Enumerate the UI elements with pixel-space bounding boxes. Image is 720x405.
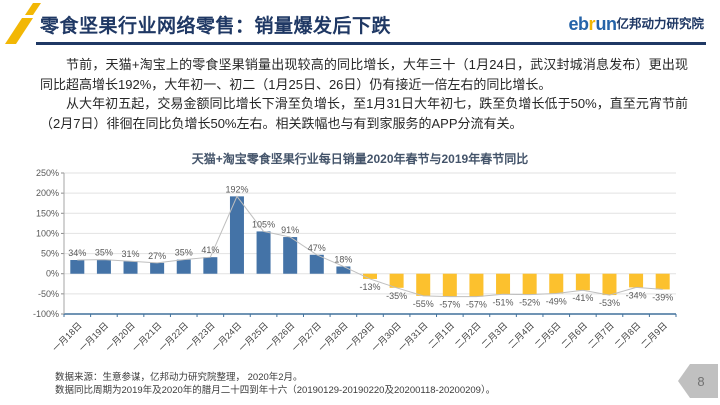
- x-axis-label: 二月9日: [639, 320, 669, 350]
- x-axis-label: 二月2日: [453, 320, 483, 350]
- paragraph-2: 从大年初五起，交易金额同比增长下滑至负增长，至1月31日大年初七，跌至负增长低于…: [40, 96, 688, 131]
- bar: [176, 259, 191, 274]
- y-tick-label: 100%: [36, 228, 59, 238]
- bar-value-label: 41%: [201, 245, 219, 255]
- bar: [96, 259, 111, 274]
- bar: [389, 273, 404, 288]
- bar: [256, 231, 271, 274]
- logo-text-un: un: [595, 14, 617, 34]
- trend-line: [77, 195, 663, 298]
- bar: [655, 273, 670, 290]
- bar-value-label: -34%: [626, 290, 647, 300]
- footnotes: 数据来源：生意参谋，亿邦动力研究院整理， 2020年2月。 数据同比周期为201…: [55, 372, 495, 397]
- chart-title: 天猫+淘宝零食坚果行业每日销量2020年春节与2019年春节同比: [191, 152, 529, 166]
- bar: [123, 261, 138, 274]
- bar: [522, 273, 537, 295]
- bar-value-label: -35%: [386, 291, 407, 301]
- bar: [496, 273, 511, 295]
- bar: [363, 273, 377, 279]
- bar: [442, 273, 457, 297]
- bar-value-label: 18%: [334, 254, 352, 264]
- bar-value-label: -57%: [466, 300, 487, 310]
- ebrun-logo: ebrun亿邦动力研究院: [568, 13, 704, 35]
- bar-value-label: 192%: [225, 184, 248, 194]
- bar-value-label: -51%: [493, 297, 514, 307]
- bar: [336, 266, 351, 274]
- bar-value-label: -39%: [652, 292, 673, 302]
- y-tick-label: -50%: [38, 289, 59, 299]
- bar-value-label: 47%: [308, 243, 326, 253]
- x-axis-label: 二月5日: [533, 320, 563, 350]
- paragraph-1: 节前，天猫+淘宝上的零食坚果销量出现较高的同比增长，大年三十（1月24日，武汉封…: [40, 57, 688, 92]
- bar-value-label: -53%: [599, 298, 620, 308]
- y-tick-label: 0%: [46, 269, 59, 279]
- y-tick-label: -100%: [33, 309, 59, 319]
- bar: [549, 273, 564, 294]
- x-axis-label: 二月1日: [427, 320, 457, 350]
- page-title: 零食坚果行业网络零售：销量爆发后下跌: [40, 16, 392, 37]
- y-tick-label: 200%: [36, 188, 59, 198]
- sales-bar-chart: 250%200%150%100%50%0%-50%-100%34%一月18日35…: [33, 168, 677, 354]
- x-axis-label: 一月31日: [396, 320, 429, 353]
- y-tick-label: 150%: [36, 208, 59, 218]
- bar-value-label: -52%: [519, 298, 540, 308]
- bar: [203, 257, 218, 274]
- bar: [229, 196, 244, 274]
- bar-value-label: 91%: [281, 225, 299, 235]
- bar: [70, 260, 85, 274]
- page-number: 8: [697, 373, 705, 389]
- x-axis-label: 二月4日: [506, 320, 536, 350]
- x-axis-label: 二月3日: [480, 320, 510, 350]
- bar-value-label: -13%: [359, 282, 380, 292]
- logo-suffix: 亿邦动力研究院: [616, 17, 704, 31]
- bar-value-label: 31%: [122, 249, 140, 259]
- yellow-slash-icon: [5, 3, 41, 44]
- x-axis-label: 二月8日: [613, 320, 643, 350]
- title-divider: [36, 42, 706, 45]
- bar-value-label: -55%: [413, 299, 434, 309]
- bar-value-label: -41%: [572, 293, 593, 303]
- bar: [150, 262, 165, 274]
- logo-text-eb: eb: [568, 14, 589, 34]
- bar: [629, 273, 644, 288]
- bar-value-label: -49%: [546, 296, 567, 306]
- bar-value-label: 105%: [252, 219, 275, 229]
- bar: [416, 273, 431, 296]
- bar: [309, 254, 324, 274]
- bar: [575, 273, 590, 291]
- x-axis-label: 二月7日: [586, 320, 616, 350]
- bar-value-label: 34%: [68, 248, 86, 258]
- bar: [602, 273, 617, 296]
- footnote-source: 数据来源：生意参谋，亿邦动力研究院整理， 2020年2月。: [55, 372, 303, 383]
- bar: [283, 237, 298, 274]
- chart-area: 250% 200% 150% 100% 50% 0% -50% -100% 34% 一月18日 35…: [28, 166, 696, 373]
- bar-value-label: -57%: [439, 300, 460, 310]
- analysis-text: 节前，天猫+淘宝上的零食坚果销量出现较高的同比增长，大年三十（1月24日，武汉封…: [40, 55, 688, 133]
- bar: [469, 273, 484, 297]
- bar-value-label: 35%: [175, 248, 193, 258]
- bar-value-label: 27%: [148, 251, 166, 261]
- y-tick-label: 250%: [36, 168, 59, 178]
- footnote-period: 数据同比周期为2019年及2020年的腊月二十四到年十六（20190129-20…: [55, 384, 496, 396]
- x-axis-label: 二月6日: [560, 320, 590, 350]
- bar-value-label: 35%: [95, 248, 113, 258]
- logo-text-r: r: [588, 14, 596, 34]
- y-tick-label: 50%: [41, 249, 59, 259]
